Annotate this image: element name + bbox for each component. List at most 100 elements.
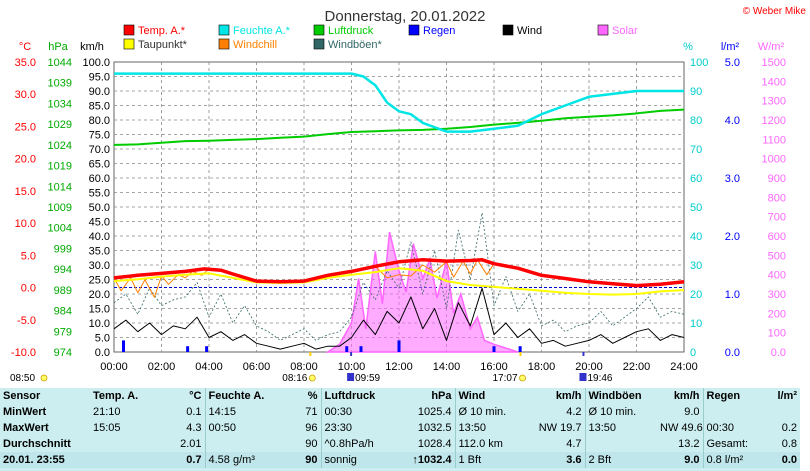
tick-label-wind: 0.0 [95,347,110,359]
tick-label-x: 14:00 [433,361,461,373]
tick-label-solar: 0.0 [771,347,786,359]
tick-label-wind: 55.0 [89,188,110,200]
tick-label-wind: 50.0 [89,202,110,214]
legend-swatch [408,24,420,36]
stats-row-max: MaxWert 15:05 4.3 00:50 96 23:30 1032.5 … [0,420,800,436]
tick-label-solar: 700 [768,212,786,224]
tick-label-hum: 10 [690,318,702,330]
stats-cell: NW 49.6 [660,422,703,434]
legend-label: Temp. A.* [138,25,186,37]
tick-label-x: 24:00 [670,361,698,373]
stats-cell: 96 [305,422,318,434]
series-feuchte-a [114,72,684,133]
stats-header: °C [189,390,202,402]
legend-label: Wind [517,25,542,37]
stats-row-label: MaxWert [3,422,49,434]
tick-label-press: 989 [54,285,72,297]
stats-cell: 2.01 [180,438,202,450]
moonset-label: 09:59 [355,373,380,384]
tick-label-press: 1024 [48,140,72,152]
stats-cell: 3.6 [525,452,585,468]
tick-label-rain: 3.0 [725,173,740,185]
stats-cell: 14:15 [204,404,277,420]
stats-row-label: MinWert [3,406,47,418]
daylight-markers: 08:50 08:16 09:59 17:07 19:46 [10,352,613,384]
series-temp-a [113,258,685,288]
tick-label-x: 08:00 [290,361,318,373]
stats-cell: 0.0 [759,452,800,468]
tick-label-x: 06:00 [243,361,271,373]
tick-label-solar: 800 [768,192,786,204]
stats-cell: 90 [277,452,321,468]
tick-label-hum: 60 [690,173,702,185]
stats-cell: 13.2 [678,438,700,450]
chart-title: Donnerstag, 20.01.2022 [325,8,486,25]
legend-label: Windböen* [328,39,383,51]
tick-label-wind: 20.0 [89,289,110,301]
tick-label-x: 20:00 [575,361,603,373]
stats-cell: 0.1 [186,406,202,418]
tick-label-press: 994 [54,264,72,276]
stats-row-label: Durchschnitt [3,438,71,450]
tick-label-wind: 45.0 [89,217,110,229]
legend-swatch [123,38,135,50]
credit-text: © Weber Mike [743,6,807,17]
tick-label-solar: 1300 [762,96,786,108]
tick-label-x: 18:00 [528,361,556,373]
tick-label-x: 04:00 [195,361,223,373]
tick-label-solar: 200 [768,308,786,320]
stats-cell: sonnig [320,452,391,468]
legend-swatch [313,38,325,50]
tick-label-solar: 600 [768,231,786,243]
stats-cell: 9.0 [657,452,703,468]
stats-header: Feuchte A. [204,388,277,404]
series-taupunkt [113,267,685,296]
statistics-panel: Sensor Temp. A. °C Feuchte A. % Luftdruc… [0,388,800,471]
tick-label-temp: 10.0 [15,218,36,230]
tick-label-wind: 95.0 [89,72,110,84]
tick-label-temp: 20.0 [15,154,36,166]
series-solar [325,231,519,353]
stats-header: Windböen [584,388,657,404]
stats-cell [584,436,657,452]
stats-cell: 4.58 g/m³ [204,452,277,468]
stats-cell: 9.0 [684,406,700,418]
tick-label-wind: 75.0 [89,130,110,142]
tick-label-rain: 0.0 [725,347,740,359]
tick-label-temp: 25.0 [15,121,36,133]
tick-label-hum: 40 [690,231,702,243]
sunset-label: 17:07 [492,373,517,384]
tick-label-solar: 900 [768,173,786,185]
tick-label-wind: 10.0 [89,318,110,330]
weather-chart: Donnerstag, 20.01.2022 © Weber Mike Temp… [10,6,807,384]
tick-label-x: 02:00 [148,361,176,373]
rain-bar [205,346,209,352]
sun-icon [519,374,526,382]
stats-cell: 13:50 [454,420,525,436]
stats-header: Luftdruck [320,388,391,404]
tick-label-press: 1034 [48,98,72,110]
tick-label-press: 1014 [48,181,72,193]
stats-cell: 15:05 [93,422,121,434]
rain-bar [397,340,401,352]
tick-label-wind: 70.0 [89,144,110,156]
stats-cell: 4.2 [566,406,582,418]
stats-header: % [307,390,318,402]
stats-cell: 1032.5 [417,422,452,434]
tick-label-wind: 5.0 [95,333,110,345]
stats-cell: ↑1032.4 [391,452,455,468]
rain-bar [518,346,522,352]
stats-header: Sensor [3,390,41,402]
tick-label-rain: 1.0 [725,289,740,301]
tick-label-hum: 90 [690,86,702,98]
tick-label-temp: 35.0 [15,57,36,69]
tick-label-solar: 400 [768,270,786,282]
stats-cell: 00:30 [702,420,759,436]
stats-cell: 0.8 [781,438,797,450]
grid-lines [114,62,684,352]
stats-cell: ^0.8hPa/h [320,436,391,452]
legend-swatch [597,24,609,36]
stats-header: Wind [454,388,525,404]
axis-ticks: 35.0 30.0 25.0 20.0 15.0 10.0 5.0 0.0 -5.0 -10.0 1… [11,57,786,373]
stats-cell: 13:50 [584,420,657,436]
